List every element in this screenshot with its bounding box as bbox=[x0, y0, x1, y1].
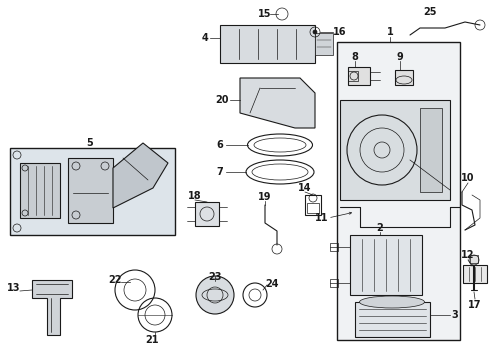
Bar bbox=[348, 71, 358, 81]
Text: 14: 14 bbox=[298, 183, 312, 193]
Bar bbox=[305, 195, 321, 215]
Text: 1: 1 bbox=[387, 27, 393, 37]
Polygon shape bbox=[240, 78, 315, 128]
Text: 23: 23 bbox=[208, 272, 222, 282]
Text: 22: 22 bbox=[108, 275, 122, 285]
Text: 12: 12 bbox=[461, 250, 475, 260]
Text: 4: 4 bbox=[201, 33, 208, 43]
Bar bbox=[20, 163, 60, 218]
Text: 13: 13 bbox=[7, 283, 21, 293]
Text: 7: 7 bbox=[217, 167, 223, 177]
Text: 2: 2 bbox=[377, 223, 383, 233]
Text: 20: 20 bbox=[215, 95, 229, 105]
Ellipse shape bbox=[360, 296, 424, 308]
Bar bbox=[395, 70, 413, 85]
Bar bbox=[330, 243, 338, 251]
Text: 18: 18 bbox=[188, 191, 202, 201]
Circle shape bbox=[313, 30, 317, 34]
Bar bbox=[337, 42, 460, 340]
Bar bbox=[68, 158, 113, 223]
Bar bbox=[348, 67, 370, 85]
Bar bbox=[350, 235, 422, 295]
Text: 15: 15 bbox=[258, 9, 272, 19]
Text: 17: 17 bbox=[468, 300, 482, 310]
Bar bbox=[307, 203, 319, 213]
Bar bbox=[463, 265, 487, 283]
Polygon shape bbox=[32, 280, 72, 335]
Bar bbox=[10, 148, 175, 235]
Circle shape bbox=[469, 255, 479, 265]
Text: 21: 21 bbox=[145, 335, 159, 345]
Text: 11: 11 bbox=[315, 213, 329, 223]
Text: 24: 24 bbox=[265, 279, 279, 289]
Bar bbox=[195, 202, 219, 226]
Text: 10: 10 bbox=[461, 173, 475, 183]
Text: 9: 9 bbox=[396, 52, 403, 62]
Text: 6: 6 bbox=[217, 140, 223, 150]
Text: 25: 25 bbox=[423, 7, 437, 17]
Bar bbox=[330, 279, 338, 287]
Text: 8: 8 bbox=[351, 52, 359, 62]
Bar bbox=[220, 25, 315, 63]
Text: 5: 5 bbox=[87, 138, 94, 148]
Polygon shape bbox=[113, 143, 168, 208]
Text: 16: 16 bbox=[333, 27, 347, 37]
Circle shape bbox=[196, 276, 234, 314]
Bar bbox=[340, 100, 450, 200]
Bar bbox=[315, 33, 333, 55]
Text: 19: 19 bbox=[258, 192, 272, 202]
Bar bbox=[470, 255, 478, 263]
Text: 3: 3 bbox=[452, 310, 458, 320]
Bar bbox=[420, 108, 442, 192]
Bar bbox=[355, 302, 430, 337]
